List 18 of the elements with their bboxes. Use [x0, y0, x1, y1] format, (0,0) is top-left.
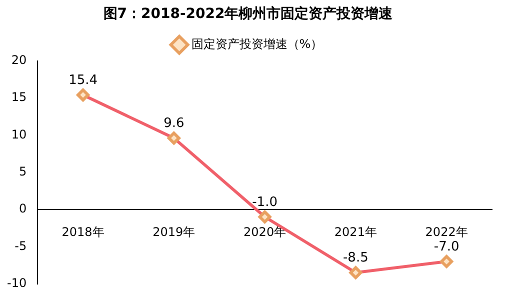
data-label: 9.6 — [164, 116, 184, 131]
legend-label: 固定资产投资增速（%） — [191, 36, 323, 51]
data-label: -8.5 — [342, 250, 368, 266]
y-tick-label: -10 — [6, 276, 27, 290]
data-label: -7.0 — [434, 239, 460, 254]
chart-title: 图7：2018-2022年柳州市固定资产投资增速 — [103, 5, 394, 22]
x-tick-label: 2021年 — [334, 224, 377, 239]
data-label: 15.4 — [68, 72, 98, 88]
y-tick-label: 20 — [11, 52, 27, 67]
y-tick-label: 5 — [18, 164, 27, 178]
data-label: -1.0 — [252, 194, 278, 210]
y-tick-label: 15 — [11, 90, 27, 104]
x-tick-label: 2018年 — [62, 224, 104, 239]
y-tick-label: -5 — [14, 238, 27, 253]
y-tick-label: 0 — [18, 202, 27, 216]
x-tick-label: 2019年 — [152, 224, 196, 239]
y-tick-label: 10 — [11, 127, 27, 142]
x-tick-label: 2022年 — [425, 224, 468, 239]
